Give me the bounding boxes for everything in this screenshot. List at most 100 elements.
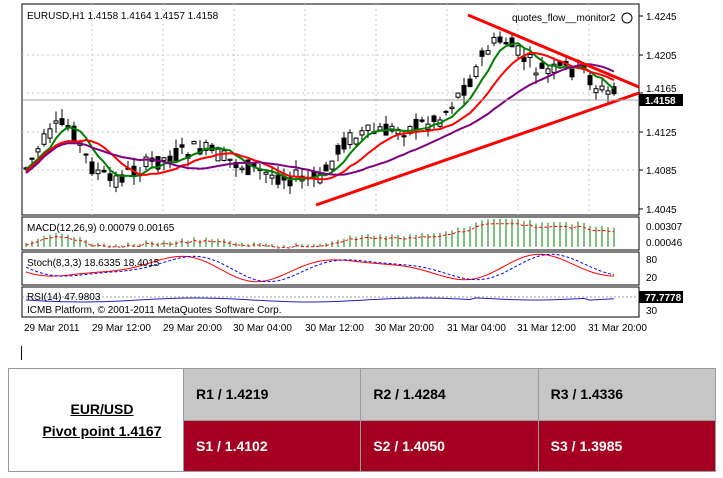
candle-body	[35, 148, 41, 153]
candle-body	[539, 62, 545, 69]
copyright-label: ICMB Platform, © 2001-2011 MetaQuotes So…	[27, 305, 282, 316]
candle-body	[191, 140, 197, 145]
time-label: 31 Mar 12:00	[517, 323, 576, 334]
time-axis: 29 Mar 2011 29 Mar 12:00 29 Mar 20:00 30…	[24, 323, 647, 334]
macd-signal-line	[25, 223, 615, 249]
candle-body	[509, 37, 515, 48]
candle-body	[227, 158, 233, 161]
moving-average-line	[25, 51, 615, 181]
candle-body	[83, 153, 89, 156]
rsi-label: RSI(14) 47.9803	[27, 292, 101, 303]
candle-body	[95, 169, 101, 175]
stoch-main-line	[25, 253, 615, 283]
time-label: 31 Mar 04:00	[447, 323, 506, 334]
candle-body	[593, 88, 599, 94]
symbol-label: EURUSD,H1 1.4158 1.4164 1.4157 1.4158	[27, 11, 219, 22]
price-tick: 1.4245	[646, 12, 677, 23]
candle-body	[107, 173, 113, 181]
macd-label: MACD(12,26,9) 0.00079 0.00165	[27, 223, 175, 234]
candle-body	[239, 167, 245, 171]
resistance-trendline[interactable]	[467, 13, 640, 89]
pair-label: EUR/USD	[70, 401, 134, 417]
candle-body	[401, 135, 407, 138]
moving-averages	[25, 42, 615, 181]
time-label: 31 Mar 20:00	[588, 323, 647, 334]
rsi-line	[25, 297, 615, 303]
rsi-value-box	[639, 291, 683, 303]
candle-body	[527, 54, 533, 59]
candle-body	[599, 85, 605, 91]
candle-body	[41, 133, 47, 145]
time-label: 29 Mar 12:00	[92, 323, 151, 334]
pivot-point-label: Pivot point 1.4167	[42, 423, 162, 439]
candle-body	[515, 45, 521, 56]
support-trendline[interactable]	[315, 91, 640, 207]
candle-body	[269, 174, 275, 179]
pivot-table: EUR/USD Pivot point 1.4167 R1 / 1.4219 R…	[8, 368, 717, 472]
indicator-settings-icon[interactable]	[621, 12, 633, 24]
time-label: 29 Mar 20:00	[163, 323, 222, 334]
r3-cell: R3 / 1.4336	[537, 368, 717, 421]
current-price-label: 1.4158	[645, 96, 676, 107]
candle-body	[221, 150, 227, 161]
s3-cell: S3 / 1.3985	[537, 419, 717, 472]
candle-body	[287, 177, 293, 187]
r2-cell: R2 / 1.4284	[360, 368, 539, 421]
candle-body	[467, 78, 473, 88]
candle-body	[473, 66, 479, 77]
candle-body	[353, 137, 359, 145]
moving-average-line	[25, 63, 615, 176]
price-tick: 1.4085	[646, 166, 677, 177]
candle-body	[113, 175, 119, 188]
candle-body	[203, 141, 209, 151]
candle-body	[275, 174, 281, 185]
indicator-name: quotes_flow__monitor2	[512, 13, 616, 24]
rsi-tick: 30	[646, 306, 658, 317]
pivot-summary-cell: EUR/USD Pivot point 1.4167	[8, 368, 184, 472]
candle-body	[461, 84, 467, 96]
price-axis: 1.4245 1.4205 1.4165 1.4125 1.4085 1.404…	[639, 12, 677, 216]
current-price-box	[639, 94, 683, 106]
candle-body	[365, 124, 371, 132]
candle-body	[587, 75, 593, 86]
price-tick: 1.4125	[646, 128, 677, 139]
candle-body	[431, 115, 437, 123]
text-cursor	[21, 346, 22, 360]
s1-cell: S1 / 1.4102	[182, 419, 362, 472]
candle-body	[377, 126, 383, 131]
candle-body	[491, 36, 497, 44]
stoch-tick: 20	[646, 273, 658, 284]
candle-body	[89, 161, 95, 175]
candle-body	[449, 106, 455, 110]
time-label: 29 Mar 2011	[24, 323, 80, 334]
candle-body	[179, 144, 185, 148]
main-chart-frame	[21, 3, 640, 216]
candle-body	[155, 156, 161, 170]
macd-tick: 0.00307	[646, 222, 683, 233]
s2-cell: S2 / 1.4050	[360, 419, 539, 472]
candle-body	[347, 132, 353, 146]
candle-body	[485, 50, 491, 55]
candle-body	[329, 160, 335, 170]
candle-body	[161, 157, 167, 161]
candle-body	[569, 68, 575, 78]
price-tick: 1.4205	[646, 51, 677, 62]
candle-body	[173, 147, 179, 161]
time-label: 30 Mar 12:00	[305, 323, 364, 334]
macd-tick: 0.00046	[646, 238, 683, 249]
candle-body	[503, 42, 509, 45]
candle-body	[443, 110, 449, 113]
price-tick: 1.4045	[646, 205, 677, 216]
candle-body	[29, 157, 35, 160]
candle-body	[605, 90, 611, 95]
stoch-tick: 80	[646, 255, 658, 266]
candle-body	[53, 120, 59, 124]
rsi-tick: 77.7778	[645, 293, 682, 304]
candle-body	[143, 156, 149, 168]
candle-body	[263, 171, 269, 175]
candle-body	[545, 68, 551, 75]
candle-body	[359, 130, 365, 136]
candle-body	[611, 86, 617, 95]
candle-body	[233, 161, 239, 169]
stoch-panel	[21, 251, 640, 286]
